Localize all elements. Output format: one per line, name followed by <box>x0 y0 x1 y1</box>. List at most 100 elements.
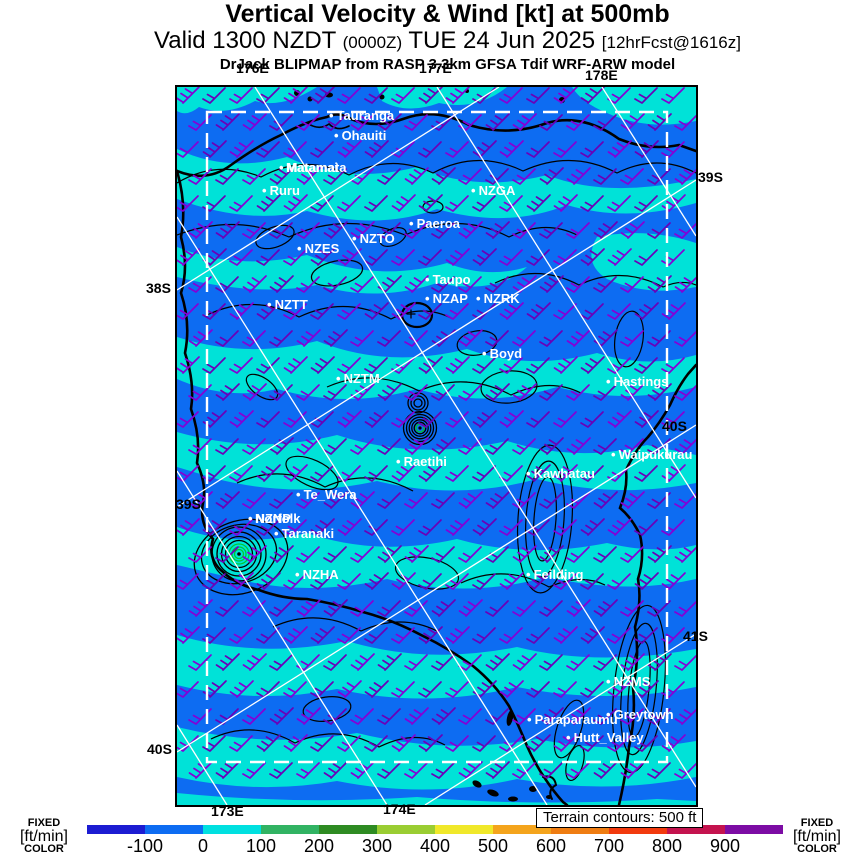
station-label: Norfolk <box>255 511 301 526</box>
station-dot: • <box>248 511 253 526</box>
model-line: DrJack BLIPMAP from RASP 3.3km GFSA Tdif… <box>219 56 676 73</box>
station-label: • NZTT <box>267 297 308 312</box>
colorbar-right-fixed: FIXED <box>800 817 834 829</box>
grid-label: 41S <box>683 628 708 644</box>
colorbar-segment <box>203 825 261 834</box>
station-name: Matamai <box>286 160 339 175</box>
station-label: • Boyd <box>482 346 522 361</box>
colorbar-left-units: [ft/min] <box>19 828 68 845</box>
station-label: • Hutt_Valley <box>566 730 644 745</box>
station-name: NZTM <box>343 371 380 386</box>
station-dot: • <box>606 374 611 389</box>
grid-label: 174E <box>383 801 416 817</box>
latlon-graticule <box>177 87 696 805</box>
station-dot: • <box>409 216 414 231</box>
colorbar-tick: 100 <box>245 836 277 856</box>
station-name: NZAP <box>432 291 468 306</box>
colorbar-tick: 0 <box>197 836 209 856</box>
station-name: NZGA <box>478 183 516 198</box>
colorbar-left-label: FIXED [ft/min] COLOR <box>9 818 79 855</box>
station-name: Boyd <box>489 346 523 361</box>
station-label: • NZNP <box>248 511 291 526</box>
valid-utc: (0000Z) <box>342 33 403 52</box>
grid-label: 40S <box>662 418 687 434</box>
station-dot: • <box>296 487 301 502</box>
grid-label: 178E <box>585 67 618 83</box>
station-dot: • <box>606 674 611 689</box>
station-label: • Greytown <box>606 707 674 722</box>
colorbar <box>87 825 783 834</box>
colorbar-left-color: COLOR <box>24 843 64 855</box>
station-label: • Ruru <box>262 183 300 198</box>
station-dot: • <box>611 447 616 462</box>
station-name: NZRK <box>483 291 520 306</box>
station-dot: • <box>425 291 430 306</box>
station-name: Ohauiti <box>341 128 387 143</box>
station-name: Raetihi <box>403 454 447 469</box>
map-frame: • Tauranga • Ohauiti • Matamata Matamai • Ruru • N… <box>175 85 698 807</box>
station-name: Paraparaumu <box>534 712 618 727</box>
colorbar-tick: 600 <box>535 836 567 856</box>
valid-prefix: Valid 1300 NZDT <box>154 27 343 54</box>
station-dot: • <box>476 291 481 306</box>
station-label: • NZTO <box>352 231 395 246</box>
station-dot: • <box>566 730 571 745</box>
station-name: Te_Wera <box>303 487 357 502</box>
grid-label: 38S <box>146 280 171 296</box>
grid-label: 39S <box>176 496 201 512</box>
station-dot: • <box>267 297 272 312</box>
map-plot-svg <box>177 87 696 805</box>
station-label: • Te_Wera <box>296 487 357 502</box>
station-name: Feilding <box>533 567 584 582</box>
station-name: Tauranga <box>336 108 395 123</box>
station-dot: • <box>329 108 334 123</box>
terrain-contours-note: Terrain contours: 500 ft <box>536 808 704 828</box>
station-name: NZTO <box>359 231 395 246</box>
station-dot: • <box>606 707 611 722</box>
station-name: Hutt_Valley <box>573 730 644 745</box>
station-label: • Waipukurau <box>611 447 692 462</box>
station-dot: • <box>527 712 532 727</box>
station-dot: • <box>336 371 341 386</box>
station-name: NZMS <box>613 674 651 689</box>
station-label: • Paeroa <box>409 216 460 231</box>
grid-label: 177E <box>419 60 452 76</box>
station-dot: • <box>274 526 279 541</box>
station-label: • NZGA <box>471 183 515 198</box>
colorbar-right-label: FIXED [ft/min] COLOR <box>782 818 850 855</box>
station-label: • NZMS <box>606 674 650 689</box>
colorbar-tick: 700 <box>593 836 625 856</box>
colorbar-segment <box>551 825 609 834</box>
station-dot: • <box>279 160 284 175</box>
colorbar-tick: 900 <box>709 836 741 856</box>
station-dot: • <box>482 346 487 361</box>
station-name: NZHA <box>302 567 339 582</box>
kapiti-island <box>506 710 514 726</box>
station-name: NZES <box>304 241 340 256</box>
colorbar-ticks: -100 0 100 200 300 400 500 600 700 800 900 <box>0 836 850 858</box>
colorbar-left-fixed: FIXED <box>27 817 61 829</box>
model-domain-dashed-box <box>205 110 669 764</box>
colorbar-segment <box>261 825 319 834</box>
colorbar-tick: 300 <box>361 836 393 856</box>
grid-label: 40S <box>147 741 172 757</box>
station-label: • NZAP <box>425 291 468 306</box>
station-label: • Taupo <box>425 272 471 287</box>
updraft-cyan-bands <box>177 87 696 805</box>
colorbar-tick: 800 <box>651 836 683 856</box>
station-dot: • <box>526 466 531 481</box>
page-title: Vertical Velocity & Wind [kt] at 500mb <box>225 0 670 28</box>
station-label: • NZHA <box>295 567 339 582</box>
station-label: • Hastings <box>606 374 668 389</box>
station-label: • Paraparaumu <box>527 712 618 727</box>
station-label: • Raetihi <box>396 454 447 469</box>
grid-label: 39S <box>698 169 723 185</box>
station-dot: • <box>396 454 401 469</box>
colorbar-tick: 200 <box>303 836 335 856</box>
station-name: Waipukurau <box>618 447 693 462</box>
colorbar-segment <box>145 825 203 834</box>
station-name: Matamata <box>286 160 347 175</box>
station-label: • NZES <box>297 241 339 256</box>
station-name: Greytown <box>613 707 674 722</box>
